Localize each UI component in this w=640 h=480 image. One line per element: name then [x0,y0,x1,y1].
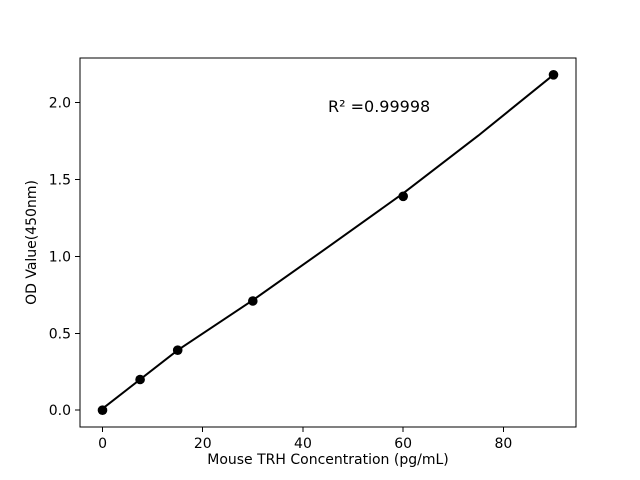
y-tick-label: 1.0 [49,249,71,265]
fit-line [101,73,555,410]
x-tick-label: 60 [394,436,412,452]
data-point [398,191,409,202]
y-tick-label: 2.0 [49,95,71,111]
plot-frame [79,57,577,428]
y-axis-label: OD Value(450nm) [24,180,40,305]
data-point [248,296,258,306]
x-tick-label: 0 [98,436,107,452]
r-squared-annotation: R² =0.99998 [328,97,430,116]
y-tick-label: 0.5 [49,326,71,342]
x-axis-label: Mouse TRH Concentration (pg/mL) [207,452,448,468]
x-tick-label: 80 [494,436,512,452]
data-point [548,70,559,80]
data-point [97,405,108,416]
y-tick-label: 1.5 [49,172,71,188]
data-point [172,345,183,356]
data-points [97,70,559,416]
y-axis-ticks: 0.0 0.5 1.0 1.5 2.0 [49,95,80,419]
x-tick-label: 40 [294,436,312,452]
x-axis-ticks: 0 20 40 60 80 [98,427,512,452]
data-point [135,374,145,385]
y-tick-label: 0.0 [49,403,71,419]
x-tick-label: 20 [194,436,212,452]
